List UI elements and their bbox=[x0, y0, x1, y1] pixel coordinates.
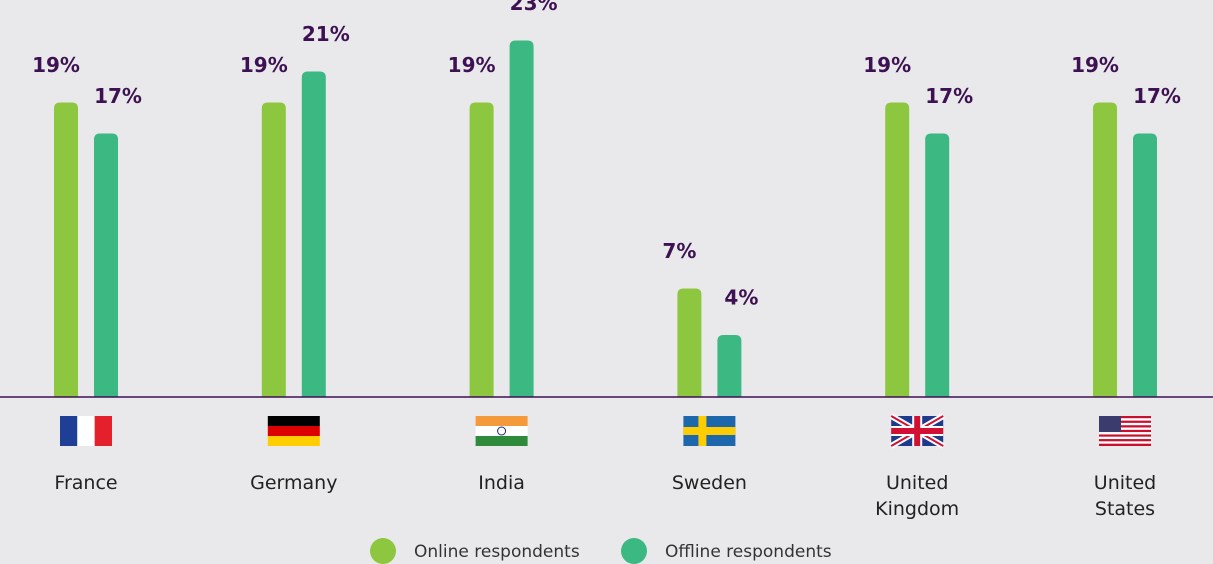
data-label: 17% bbox=[1133, 84, 1181, 108]
bar bbox=[1093, 102, 1117, 397]
flag-part bbox=[1099, 420, 1151, 423]
flag bbox=[889, 413, 945, 449]
flag-part bbox=[267, 426, 320, 436]
flag-part bbox=[1099, 418, 1151, 421]
flag-part bbox=[475, 416, 528, 426]
bar bbox=[469, 102, 494, 397]
legend-swatch bbox=[370, 538, 396, 564]
flag-part bbox=[267, 416, 320, 426]
flag-part bbox=[1099, 432, 1151, 435]
flag-part bbox=[1099, 425, 1151, 428]
data-label: 19% bbox=[1071, 53, 1119, 77]
flag-part bbox=[60, 416, 78, 446]
flag-part bbox=[1099, 416, 1151, 419]
flag bbox=[267, 416, 320, 446]
flag-part bbox=[1099, 429, 1151, 433]
bar bbox=[261, 102, 286, 397]
bar bbox=[54, 102, 78, 397]
flag bbox=[475, 416, 528, 446]
flag bbox=[1099, 416, 1151, 446]
flag-part bbox=[475, 436, 528, 446]
data-label: 17% bbox=[925, 84, 973, 108]
data-label: 19% bbox=[448, 53, 496, 77]
legend-label: Offline respondents bbox=[665, 542, 832, 562]
legend-swatch bbox=[621, 538, 647, 564]
flag-part bbox=[891, 428, 944, 434]
x-tick-label: Sweden bbox=[671, 472, 747, 494]
x-tick-label: France bbox=[54, 472, 118, 494]
flag-part bbox=[77, 416, 95, 446]
flag-part bbox=[1099, 441, 1151, 444]
flag-part bbox=[1099, 427, 1151, 430]
data-label: 4% bbox=[724, 286, 758, 310]
x-tick-label: India bbox=[478, 472, 525, 494]
flag-part bbox=[1099, 439, 1151, 442]
data-label: 19% bbox=[240, 53, 288, 77]
flag-part bbox=[1099, 416, 1121, 432]
x-tick-label: United Kingdom bbox=[875, 472, 960, 520]
flag bbox=[60, 416, 112, 446]
flag-part bbox=[1099, 422, 1151, 426]
x-tick-label: Germany bbox=[250, 472, 338, 494]
flag-part bbox=[94, 416, 112, 446]
bar bbox=[925, 133, 950, 397]
bar bbox=[717, 335, 742, 397]
flag-part bbox=[267, 436, 320, 446]
data-label: 21% bbox=[302, 22, 350, 46]
bar bbox=[1133, 133, 1157, 397]
bar bbox=[509, 40, 534, 397]
data-label: 19% bbox=[863, 53, 911, 77]
data-label: 17% bbox=[94, 84, 142, 108]
flag-part bbox=[1099, 436, 1151, 440]
flag-part bbox=[1099, 434, 1151, 437]
flag-part bbox=[475, 426, 528, 436]
legend-label: Online respondents bbox=[414, 542, 580, 562]
flag-part bbox=[683, 427, 736, 435]
flag bbox=[683, 416, 736, 446]
bar bbox=[301, 71, 326, 397]
data-label: 19% bbox=[32, 53, 80, 77]
flag-part bbox=[497, 426, 507, 436]
bar bbox=[94, 133, 118, 397]
data-label: 7% bbox=[662, 239, 696, 263]
data-label: 23% bbox=[510, 0, 558, 15]
bar bbox=[885, 102, 910, 397]
flag-part bbox=[1099, 443, 1151, 446]
bar bbox=[677, 288, 702, 397]
x-tick-label: United States bbox=[1093, 472, 1157, 520]
